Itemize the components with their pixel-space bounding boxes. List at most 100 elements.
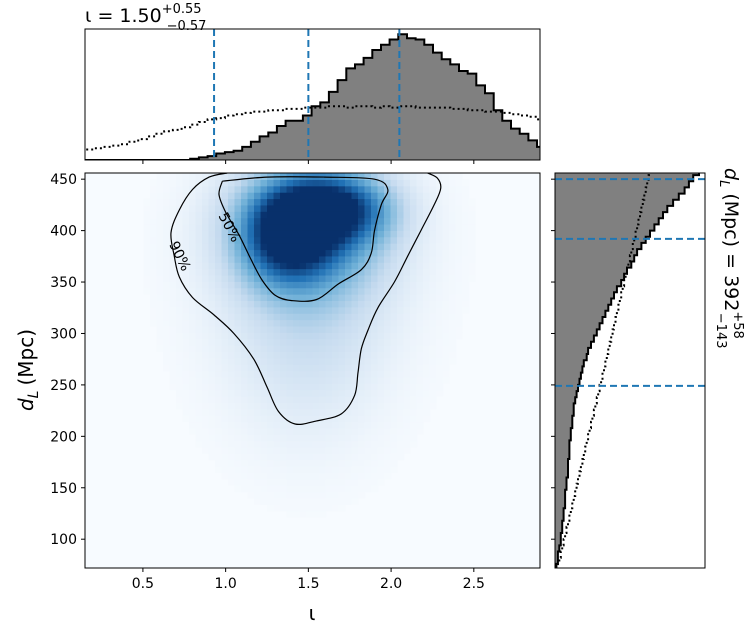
heatmap-cell bbox=[338, 217, 346, 225]
heatmap-cell bbox=[202, 306, 210, 314]
heatmap-cell bbox=[195, 294, 203, 302]
heatmap-cell bbox=[345, 230, 353, 238]
heatmap-cell bbox=[397, 274, 405, 282]
heatmap-cell bbox=[449, 223, 457, 231]
heatmap-cell bbox=[338, 274, 346, 282]
heatmap-cell bbox=[286, 351, 294, 359]
heatmap-cell bbox=[189, 313, 197, 321]
heatmap-cell bbox=[416, 415, 424, 423]
heatmap-cell bbox=[169, 287, 177, 295]
heatmap-cell bbox=[195, 383, 203, 391]
heatmap-cell bbox=[273, 306, 281, 314]
heatmap-cell bbox=[397, 287, 405, 295]
heatmap-cell bbox=[364, 434, 372, 442]
heatmap-cell bbox=[423, 332, 431, 340]
heatmap-cell bbox=[397, 173, 405, 180]
heatmap-cell bbox=[325, 408, 333, 416]
heatmap-cell bbox=[202, 408, 210, 416]
heatmap-cell bbox=[176, 370, 184, 378]
heatmap-cell bbox=[189, 332, 197, 340]
heatmap-cell bbox=[429, 249, 437, 257]
heatmap-cell bbox=[390, 325, 398, 333]
heatmap-cell bbox=[195, 434, 203, 442]
heatmap-cell bbox=[390, 440, 398, 448]
heatmap-cell bbox=[299, 211, 307, 219]
heatmap-cell bbox=[345, 300, 353, 308]
heatmap-cell bbox=[306, 415, 314, 423]
heatmap-cell bbox=[182, 395, 190, 403]
heatmap-cell bbox=[280, 294, 288, 302]
heatmap-cell bbox=[332, 306, 340, 314]
heatmap-cell bbox=[358, 325, 366, 333]
heatmap-cell bbox=[195, 351, 203, 359]
heatmap-cell bbox=[202, 389, 210, 397]
heatmap-cell bbox=[429, 313, 437, 321]
heatmap-cell bbox=[267, 313, 275, 321]
heatmap-cell bbox=[403, 427, 411, 435]
heatmap-cell bbox=[312, 198, 320, 206]
heatmap-cell bbox=[436, 345, 444, 352]
heatmap-cell bbox=[280, 485, 288, 493]
heatmap-cell bbox=[189, 364, 197, 372]
heatmap-cell bbox=[319, 472, 327, 480]
heatmap-cell bbox=[306, 274, 314, 282]
heatmap-cell bbox=[221, 179, 229, 187]
heatmap-cell bbox=[436, 319, 444, 327]
heatmap-cell bbox=[286, 466, 294, 474]
heatmap-cell bbox=[241, 255, 249, 263]
heatmap-cell bbox=[208, 364, 216, 372]
heatmap-cell bbox=[384, 255, 392, 263]
heatmap-cell bbox=[416, 319, 424, 327]
heatmap-cell bbox=[332, 268, 340, 276]
heatmap-cell bbox=[332, 466, 340, 474]
y-tick-label: 300 bbox=[50, 326, 77, 342]
heatmap-cell bbox=[384, 281, 392, 289]
heatmap-cell bbox=[332, 249, 340, 257]
heatmap-cell bbox=[416, 274, 424, 282]
heatmap-cell bbox=[338, 255, 346, 263]
heatmap-cell bbox=[208, 306, 216, 314]
heatmap-cell bbox=[202, 357, 210, 365]
heatmap-cell bbox=[371, 376, 379, 384]
heatmap-cell bbox=[325, 421, 333, 429]
heatmap-cell bbox=[358, 421, 366, 429]
heatmap-cell bbox=[221, 415, 229, 423]
heatmap-cell bbox=[319, 364, 327, 372]
heatmap-cell bbox=[280, 236, 288, 244]
heatmap-cell bbox=[286, 306, 294, 314]
heatmap-cell bbox=[403, 287, 411, 295]
heatmap-cell bbox=[202, 446, 210, 454]
heatmap-cell bbox=[312, 185, 320, 193]
heatmap-cell bbox=[221, 294, 229, 302]
heatmap-cell bbox=[325, 497, 333, 505]
heatmap-cell bbox=[345, 332, 353, 340]
heatmap-cell bbox=[286, 345, 294, 352]
heatmap-cell bbox=[156, 173, 164, 180]
y-tick-label: 150 bbox=[50, 481, 77, 497]
heatmap-cell bbox=[150, 179, 158, 187]
heatmap-cell bbox=[338, 402, 346, 410]
heatmap-cell bbox=[377, 364, 385, 372]
heatmap-cell bbox=[234, 338, 242, 346]
heatmap-cell bbox=[371, 287, 379, 295]
heatmap-cell bbox=[215, 325, 223, 333]
heatmap-cell bbox=[143, 262, 151, 270]
heatmap-cell bbox=[345, 364, 353, 372]
heatmap-cell bbox=[169, 204, 177, 212]
heatmap-cell bbox=[260, 230, 268, 238]
heatmap-cell bbox=[306, 351, 314, 359]
heatmap-cell bbox=[293, 364, 301, 372]
heatmap-cell bbox=[215, 236, 223, 244]
heatmap-cell bbox=[462, 230, 470, 238]
heatmap-cell bbox=[371, 281, 379, 289]
heatmap-cell bbox=[221, 408, 229, 416]
heatmap-cell bbox=[332, 357, 340, 365]
heatmap-cell bbox=[293, 319, 301, 327]
heatmap-cell bbox=[286, 485, 294, 493]
heatmap-cell bbox=[325, 491, 333, 499]
heatmap-cell bbox=[247, 319, 255, 327]
heatmap-cell bbox=[377, 459, 385, 467]
heatmap-cell bbox=[403, 370, 411, 378]
heatmap-cell bbox=[371, 478, 379, 486]
heatmap-cell bbox=[228, 211, 236, 219]
